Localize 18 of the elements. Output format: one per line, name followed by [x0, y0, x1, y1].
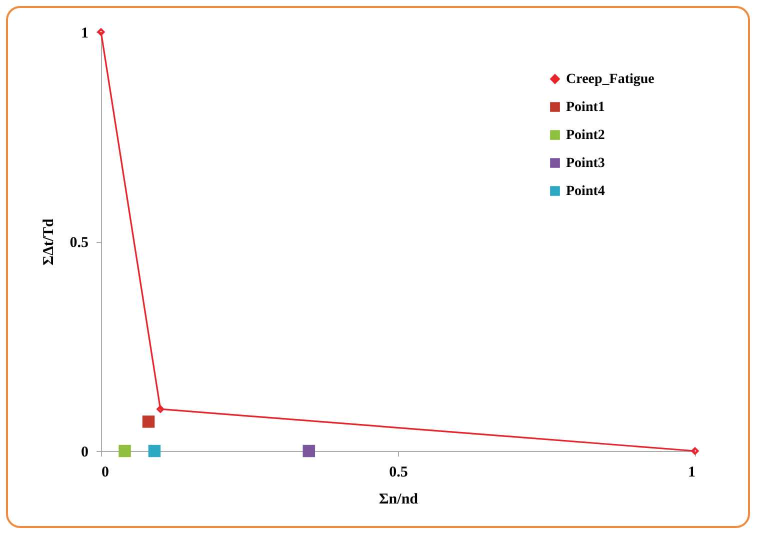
y-tick-label: 0.5 [70, 235, 88, 251]
x-axis-title: Σn/nd [378, 492, 419, 508]
y-tick-label: 0 [81, 444, 88, 460]
legend-label: Point3 [566, 156, 605, 171]
point [142, 416, 155, 428]
point [118, 444, 131, 458]
y-axis-title: ΣΔt/Td [40, 218, 57, 266]
legend-label: Point1 [566, 100, 605, 115]
legend-label: Point4 [566, 184, 605, 199]
x-tick-label: 0.5 [389, 464, 408, 480]
x-tick-label: 1 [688, 464, 696, 480]
legend-label: Point2 [566, 128, 605, 143]
legend-label: Creep_Fatigue [566, 72, 654, 87]
point [302, 444, 316, 458]
point [156, 405, 164, 413]
x-tick-label: 0 [102, 464, 109, 480]
y-tick-label: 1 [81, 26, 88, 42]
point [148, 444, 161, 458]
